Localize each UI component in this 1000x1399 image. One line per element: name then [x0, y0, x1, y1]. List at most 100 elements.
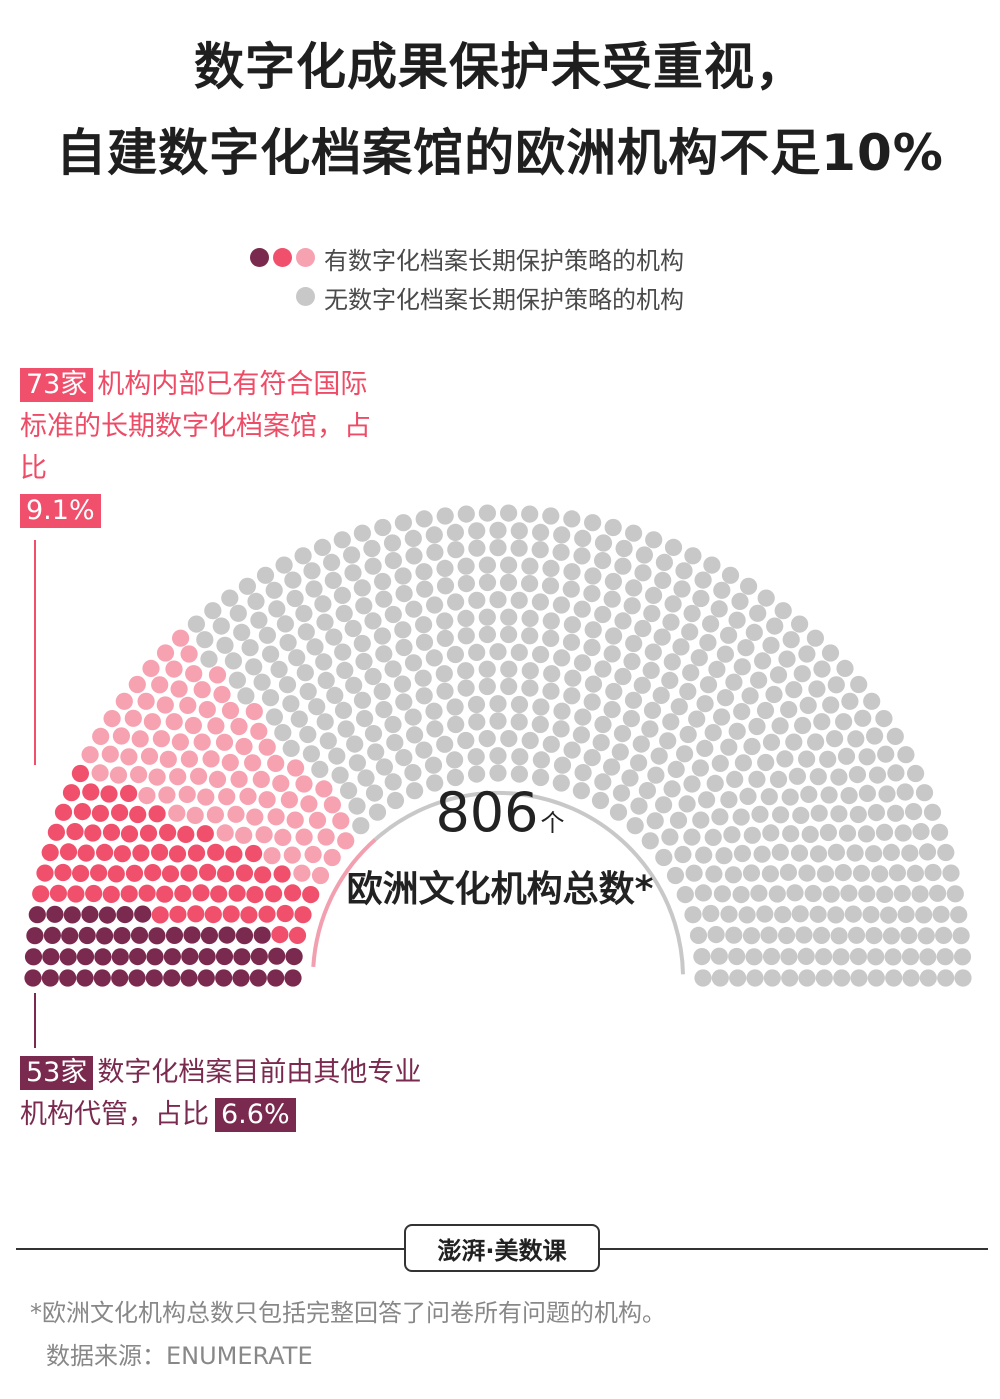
seat-no-strategy-dot	[954, 969, 972, 987]
seat-no-strategy-dot	[646, 812, 664, 830]
seat-no-strategy-dot	[375, 645, 393, 663]
seat-own-archive-dot	[129, 805, 147, 824]
seat-no-strategy-dot	[644, 643, 662, 661]
seat-no-strategy-dot	[317, 671, 335, 690]
seat-no-strategy-dot	[297, 623, 315, 641]
seat-managed-dot	[284, 969, 302, 987]
seat-own-archive-dot	[258, 905, 276, 923]
seat-own-archive-dot	[144, 864, 162, 882]
seat-own-archive-dot	[159, 823, 177, 842]
seat-no-strategy-dot	[212, 617, 230, 635]
seat-no-strategy-dot	[393, 675, 412, 693]
seat-own-archive-dot	[235, 864, 254, 882]
seat-managed-dot	[24, 948, 43, 966]
seat-no-strategy-dot	[791, 615, 809, 633]
seat-no-strategy-dot	[594, 773, 612, 791]
seat-no-strategy-dot	[774, 906, 792, 924]
seat-no-strategy-dot	[694, 571, 712, 589]
seat-no-strategy-dot	[594, 715, 612, 734]
chart-title-line1: 数字化成果保护未受重视，	[194, 38, 806, 96]
seat-no-strategy-dot	[666, 866, 685, 885]
seat-no-strategy-dot	[375, 701, 393, 719]
seat-no-strategy-dot	[768, 885, 786, 903]
seat-no-strategy-dot	[679, 725, 697, 744]
seat-no-strategy-dot	[521, 731, 539, 750]
seat-no-strategy-dot	[447, 593, 465, 611]
seat-managed-dot	[163, 948, 181, 966]
seat-no-strategy-dot	[931, 823, 949, 841]
seat-no-strategy-dot	[543, 665, 561, 683]
seat-managed-dot	[81, 905, 99, 924]
seat-no-strategy-dot	[500, 556, 518, 574]
legend-swatch-with-strategy	[250, 247, 316, 269]
seat-managed-dot	[46, 905, 64, 923]
brand-logo: 澎湃·美数课	[404, 1224, 600, 1272]
seat-no-strategy-dot	[733, 658, 751, 676]
seat-no-strategy-dot	[780, 948, 798, 966]
seat-no-strategy-dot	[725, 926, 743, 944]
seat-no-strategy-dot	[953, 948, 972, 966]
seat-no-strategy-dot	[563, 687, 581, 705]
seat-no-strategy-dot	[733, 844, 752, 863]
seat-no-strategy-dot	[594, 552, 612, 570]
seat-no-strategy-dot	[344, 619, 362, 638]
seat-no-strategy-dot	[868, 766, 887, 784]
seat-no-strategy-dot	[816, 865, 835, 883]
seat-no-strategy-dot	[711, 969, 729, 987]
legend-dot-purple	[250, 248, 269, 267]
seat-no-strategy-dot	[500, 730, 518, 748]
seat-no-strategy-dot	[746, 969, 764, 987]
seat-no-strategy-dot	[750, 884, 768, 902]
seat-no-strategy-dot	[863, 692, 881, 710]
seat-no-strategy-dot	[373, 627, 391, 645]
seat-no-strategy-dot	[854, 709, 872, 727]
seat-no-strategy-dot	[284, 571, 302, 589]
seat-no-strategy-dot	[384, 660, 402, 678]
seat-managed-dot	[163, 969, 181, 987]
seat-no-strategy-dot	[352, 817, 370, 835]
seat-no-strategy-dot	[405, 600, 423, 618]
seat-strategy-dot	[216, 824, 234, 842]
seat-own-archive-dot	[77, 844, 95, 862]
seat-no-strategy-dot	[641, 832, 659, 850]
seat-no-strategy-dot	[542, 682, 560, 700]
seat-no-strategy-dot	[710, 947, 728, 965]
seat-no-strategy-dot	[867, 948, 885, 966]
seat-no-strategy-dot	[521, 557, 539, 575]
seat-no-strategy-dot	[809, 905, 827, 923]
seat-no-strategy-dot	[613, 725, 632, 743]
seat-strategy-dot	[295, 775, 313, 793]
seat-strategy-dot	[142, 659, 160, 678]
seat-no-strategy-dot	[415, 687, 433, 705]
seat-no-strategy-dot	[634, 564, 652, 582]
seat-no-strategy-dot	[394, 514, 412, 532]
seat-strategy-dot	[221, 753, 239, 772]
seat-no-strategy-dot	[436, 559, 454, 578]
seat-no-strategy-dot	[688, 710, 706, 728]
seat-no-strategy-dot	[702, 615, 720, 633]
seat-no-strategy-dot	[510, 539, 528, 557]
seat-no-strategy-dot	[478, 730, 496, 748]
seat-strategy-dot	[323, 796, 341, 814]
seat-no-strategy-dot	[667, 760, 685, 779]
seat-no-strategy-dot	[604, 518, 622, 537]
seat-own-archive-dot	[151, 843, 169, 861]
seat-no-strategy-dot	[751, 805, 769, 823]
seat-managed-dot	[145, 969, 163, 987]
seat-no-strategy-dot	[531, 593, 550, 611]
seat-no-strategy-dot	[642, 661, 660, 680]
seat-no-strategy-dot	[326, 686, 344, 705]
seat-no-strategy-dot	[489, 712, 507, 730]
seat-no-strategy-dot	[676, 886, 694, 904]
seat-no-strategy-dot	[319, 732, 337, 750]
seat-no-strategy-dot	[374, 572, 392, 591]
seat-no-strategy-dot	[745, 948, 763, 966]
seat-no-strategy-dot	[841, 692, 859, 710]
legend-dot-pink	[296, 248, 315, 267]
legend-label-with-strategy: 有数字化档案长期保护策略的机构	[324, 246, 684, 275]
seat-no-strategy-dot	[739, 787, 757, 806]
seat-no-strategy-dot	[436, 507, 454, 525]
seat-own-archive-dot	[222, 905, 240, 923]
seat-no-strategy-dot	[835, 713, 853, 731]
seat-no-strategy-dot	[689, 926, 708, 945]
